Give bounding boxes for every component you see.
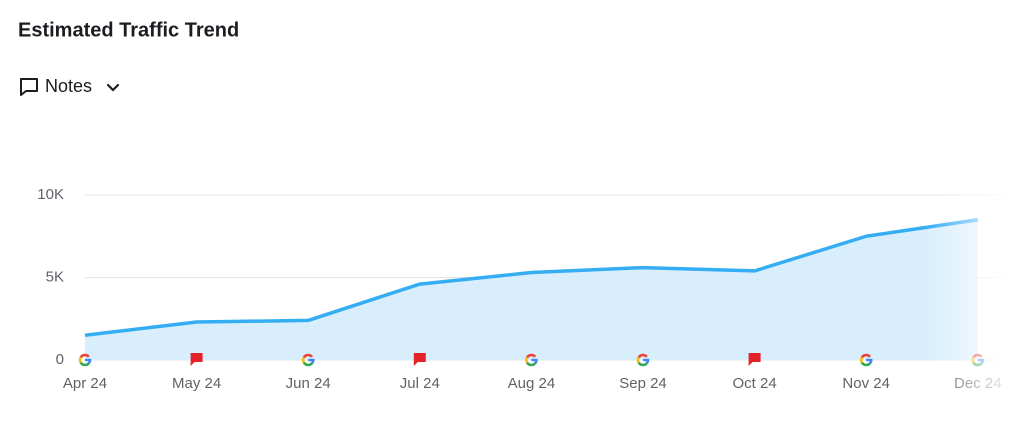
y-tick-label: 5K	[46, 268, 64, 285]
google-arc	[79, 353, 90, 359]
x-tick-label: Aug 24	[508, 375, 556, 392]
x-tick-label: Jul 24	[400, 375, 440, 392]
google-arc	[525, 353, 537, 359]
google-arc	[302, 361, 314, 367]
google-arc	[860, 353, 872, 359]
notes-label: Notes	[45, 76, 92, 96]
area	[85, 219, 978, 360]
flag-icon	[748, 353, 761, 366]
google-arc	[302, 353, 314, 359]
google-icon	[525, 353, 538, 367]
plot: Apr 24 May 24 Jun 24 Jul 24 Aug 24 Sep 24 Oct …	[63, 194, 1020, 392]
y-tick-label: 10K	[37, 186, 64, 203]
google-icon	[971, 353, 985, 367]
x-tick-label: Jun 24	[286, 375, 331, 392]
google-arc	[78, 356, 82, 364]
chevron	[106, 83, 120, 92]
google-arc	[301, 356, 306, 364]
google-arc	[525, 356, 529, 364]
google-icon	[636, 353, 650, 367]
google-arc	[79, 361, 90, 367]
google-arc	[860, 361, 872, 367]
google-arc	[972, 361, 983, 367]
chart-title: Estimated Traffic Trend	[18, 19, 239, 41]
google-arc	[637, 361, 648, 367]
google-icon	[78, 353, 92, 367]
x-tick-label: Dec 24	[954, 375, 1002, 392]
google-arc	[972, 353, 983, 359]
x-tick-label: Nov 24	[842, 375, 890, 392]
google-arc	[971, 356, 975, 364]
y-tick-label: 0	[56, 351, 64, 368]
flag-icon	[190, 353, 203, 366]
google-arc	[859, 356, 864, 364]
google-icon	[859, 353, 873, 367]
google-icon	[301, 353, 315, 367]
notes-icon	[20, 78, 38, 96]
x-tick-label: Oct 24	[733, 375, 777, 392]
flag-icon	[413, 353, 426, 366]
x-tick-label: Apr 24	[63, 375, 107, 392]
x-tick-label: Sep 24	[619, 375, 667, 392]
line	[84, 218, 979, 337]
x-tick-label: May 24	[172, 375, 221, 392]
google-arc	[636, 356, 640, 364]
notes-toggle[interactable]: Notes	[20, 76, 120, 96]
google-arc	[525, 361, 537, 367]
google-arc	[637, 353, 648, 359]
